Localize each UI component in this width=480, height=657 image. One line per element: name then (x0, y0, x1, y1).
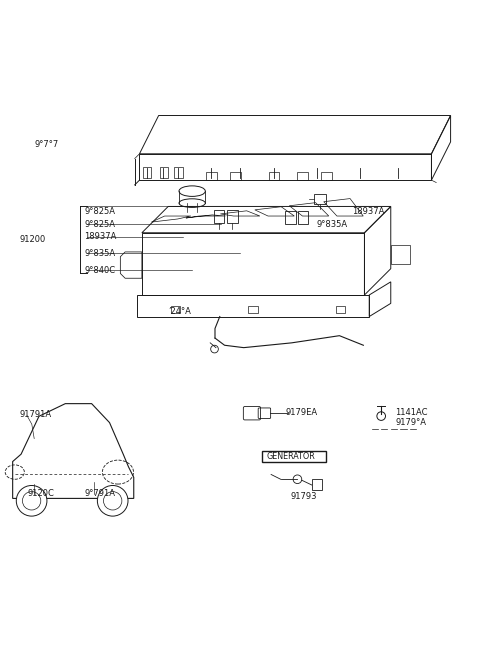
Bar (230, 171, 241, 180)
Bar (159, 168, 168, 178)
Text: 9179°A: 9179°A (396, 419, 427, 427)
Bar (248, 306, 258, 313)
Text: 9°791A: 9°791A (84, 489, 116, 498)
Bar (322, 171, 332, 180)
Bar (286, 211, 296, 224)
Text: 91791A: 91791A (20, 410, 52, 419)
Bar (170, 306, 180, 313)
Text: GENERATOR: GENERATOR (266, 452, 315, 461)
Circle shape (104, 491, 122, 510)
Text: 9°835A: 9°835A (84, 249, 116, 258)
Circle shape (16, 486, 47, 516)
Text: 91200: 91200 (20, 235, 46, 244)
Ellipse shape (179, 199, 205, 208)
Bar (314, 194, 326, 204)
Text: 9°7°7: 9°7°7 (34, 140, 59, 148)
Bar (298, 211, 309, 224)
Circle shape (97, 486, 128, 516)
Bar (336, 306, 345, 313)
Bar (298, 171, 308, 180)
Text: 1141AC: 1141AC (396, 408, 428, 417)
Text: 9°835A: 9°835A (317, 219, 348, 229)
Text: 91793: 91793 (290, 493, 317, 501)
Text: 18937A: 18937A (352, 207, 385, 215)
Text: 9120C: 9120C (27, 489, 54, 498)
Text: 9°825A: 9°825A (84, 207, 116, 215)
Bar (312, 479, 323, 489)
Bar (143, 168, 152, 178)
Text: 9°825A: 9°825A (84, 219, 116, 229)
Circle shape (23, 491, 41, 510)
Text: 9°840C: 9°840C (84, 265, 116, 275)
Bar (174, 168, 182, 178)
Ellipse shape (179, 186, 205, 196)
Bar (214, 210, 224, 223)
Text: ’24°A: ’24°A (168, 307, 191, 316)
Text: 9179EA: 9179EA (286, 408, 318, 417)
Bar (262, 451, 326, 462)
Bar (269, 171, 279, 180)
Bar (206, 171, 217, 180)
Text: 18937A: 18937A (84, 232, 117, 241)
Bar (391, 245, 410, 264)
Bar (227, 210, 238, 223)
